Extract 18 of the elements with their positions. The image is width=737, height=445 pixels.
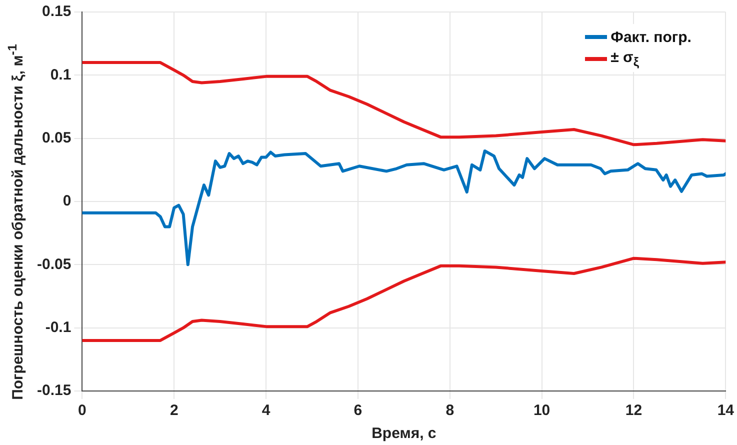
- y-tick-label: 0.05: [42, 129, 72, 146]
- x-tick-label: 12: [625, 402, 642, 420]
- y-tick-label: 0: [62, 192, 72, 210]
- x-tick-label: 2: [170, 402, 178, 420]
- y-tick-label: -0.1: [45, 318, 72, 336]
- x-tick-label: 14: [717, 402, 735, 420]
- x-axis-title: Время, с: [372, 425, 436, 442]
- x-tick-label: 0: [78, 402, 86, 420]
- y-tick-label: -0.15: [36, 382, 72, 400]
- y-tick-label: 0.1: [50, 66, 72, 84]
- x-tick-label: 8: [446, 402, 454, 420]
- x-tick-label: 6: [354, 402, 362, 420]
- y-tick-label: 0.15: [42, 3, 72, 20]
- x-tick-label: 4: [262, 402, 271, 420]
- y-tick-label: -0.05: [36, 256, 72, 273]
- x-tick-label: 10: [533, 402, 550, 420]
- legend-label: ± σ$_{ξ}$: [610, 49, 639, 69]
- legend-label: Факт. погр.: [610, 28, 692, 46]
